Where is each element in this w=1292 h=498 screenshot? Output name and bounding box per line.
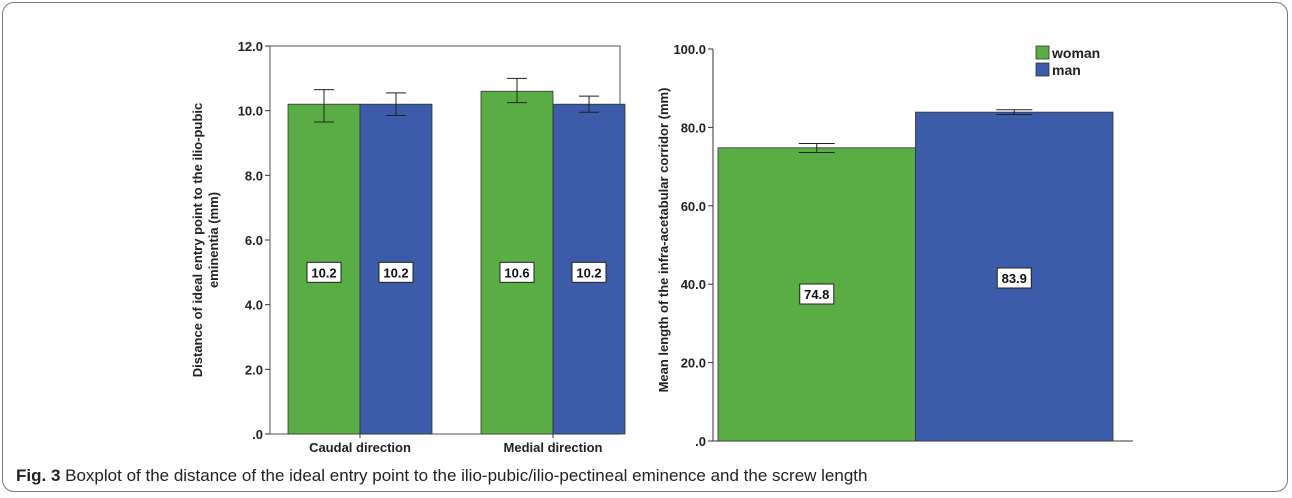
x-category-label: Caudal direction — [309, 440, 411, 455]
y-tick-label: 80.0 — [681, 120, 706, 135]
data-label: 10.2 — [311, 265, 336, 280]
legend-swatch-man — [1035, 62, 1050, 77]
data-label-box — [571, 261, 607, 283]
caption-text: Boxplot of the distance of the ideal ent… — [65, 466, 868, 485]
data-label-box — [799, 283, 835, 305]
y-tick-label: 4.0 — [245, 298, 263, 313]
y-tick-label: 12.0 — [238, 39, 263, 54]
y-axis-label: Distance of ideal entry point to the ili… — [190, 103, 205, 377]
data-label-box — [378, 261, 414, 283]
y-tick-label: 40.0 — [681, 277, 706, 292]
y-tick-label: 10.0 — [238, 104, 263, 119]
data-label: 74.8 — [804, 287, 829, 302]
y-axis-label: Mean length of the infra-acetabular corr… — [656, 88, 671, 393]
legend-label-man: man — [1052, 62, 1081, 78]
y-tick-label: 2.0 — [245, 362, 263, 377]
chart-2: .0 20.0 40.0 60.0 80.0 100.0 Mean length of th… — [656, 42, 1133, 449]
y-tick-label: 100.0 — [673, 42, 706, 57]
caption-label: Fig. 3 — [16, 466, 61, 485]
data-label: 10.2 — [576, 265, 601, 280]
y-tick-label: .0 — [695, 434, 706, 449]
figure-caption: Fig. 3 Boxplot of the distance of the id… — [16, 466, 867, 486]
y-tick-label: .0 — [252, 427, 263, 442]
legend-label-woman: woman — [1051, 45, 1100, 61]
x-category-label: Medial direction — [504, 440, 603, 455]
y-tick-label: 8.0 — [245, 168, 263, 183]
data-label: 10.2 — [383, 265, 408, 280]
data-label: 83.9 — [1002, 271, 1027, 286]
data-label-box — [996, 267, 1032, 289]
charts-canvas: .0 2.0 4.0 6.0 8.0 10.0 12.0 Distance of ideal … — [190, 39, 1133, 455]
data-label-box — [499, 261, 535, 283]
y-tick-label: 20.0 — [681, 356, 706, 371]
y-tick-label: 6.0 — [245, 233, 263, 248]
data-label: 10.6 — [504, 265, 529, 280]
legend-swatch-woman — [1035, 45, 1050, 60]
y-tick-label: 60.0 — [681, 199, 706, 214]
data-label-box — [306, 261, 342, 283]
y-axis-label: eminentia (mm) — [206, 192, 221, 288]
chart-1: .0 2.0 4.0 6.0 8.0 10.0 12.0 Distance of ideal … — [190, 39, 626, 455]
